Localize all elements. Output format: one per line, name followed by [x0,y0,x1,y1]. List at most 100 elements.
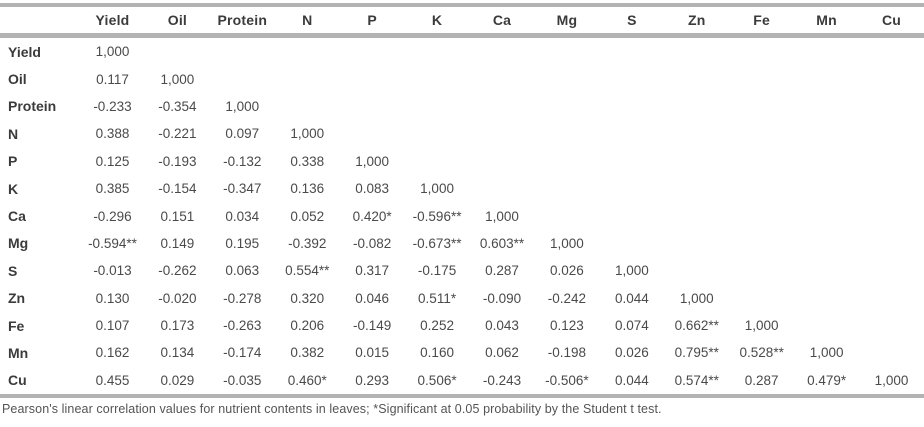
correlation-cell [859,285,924,312]
row-label-mg: Mg [8,235,29,252]
column-header-zn: Zn [664,3,730,38]
correlation-cell: 1,000 [679,290,714,306]
correlation-cell: 0.528** [739,345,784,361]
correlation-cell: -0.233 [93,98,132,114]
correlation-cell [599,65,664,92]
correlation-cell: 0.173 [160,318,195,334]
correlation-cell [729,175,794,202]
correlation-cell: 0.026 [614,345,649,361]
row-label-yield: Yield [8,43,41,60]
correlation-cell [664,93,729,120]
correlation-cell: 0.479* [794,366,860,399]
correlation-cell: -0.154 [158,181,197,197]
row-label-ca: Ca [8,208,26,225]
correlation-cell [794,312,859,339]
correlation-cell [664,120,729,147]
correlation-cell [275,93,340,120]
correlation-cell [664,230,729,257]
correlation-cell [405,93,470,120]
row-label-n: N [8,125,19,142]
correlation-cell [794,285,859,312]
correlation-cell: 0.195 [225,235,260,251]
correlation-cell [729,65,794,92]
correlation-cell: -0.198 [547,345,587,361]
correlation-cell [729,148,794,175]
correlation-cell [859,120,924,147]
correlation-cell: 0.130 [95,290,130,306]
correlation-cell: 0.117 [96,71,129,87]
table-row: Fe 0.107 0.173 -0.263 0.206 -0.149 0.252 0.043 0… [0,312,924,339]
correlation-cell: 0.063 [225,263,260,279]
correlation-cell: -0.193 [158,153,197,169]
correlation-cell [340,120,405,147]
correlation-cell [599,175,664,202]
correlation-cell [664,257,729,284]
correlation-cell [729,93,794,120]
correlation-cell: -0.673** [412,235,462,251]
correlation-cell [664,36,729,66]
correlation-cell [599,230,664,257]
correlation-cell: -0.035 [209,366,275,399]
correlation-cell: 1,000 [355,153,390,169]
correlation-cell: 0.574** [664,366,730,399]
correlation-cell: 0.043 [485,318,519,334]
correlation-cell [145,36,210,66]
row-label-fe: Fe [8,317,25,334]
correlation-cell: 0.382 [290,345,325,361]
correlation-cell [470,36,535,66]
table-row: P 0.125 -0.193 -0.132 0.338 1,000 [0,148,924,175]
correlation-cell [599,36,664,66]
correlation-cell: -0.013 [93,263,132,279]
correlation-cell [534,93,599,120]
correlation-cell: 0.044 [614,290,649,306]
correlation-cell [794,257,859,284]
correlation-cell: 0.151 [160,208,195,224]
row-label-s: S [8,262,18,279]
column-header-mg: Mg [534,3,600,38]
correlation-cell [729,230,794,257]
correlation-cell: 0.338 [290,153,325,169]
correlation-cell: 0.136 [290,181,325,197]
correlation-cell: 1,000 [744,318,779,334]
correlation-cell: -0.506* [534,366,600,399]
column-header-yield: Yield [80,3,145,38]
correlation-cell: 0.015 [355,345,390,361]
correlation-cell [210,65,275,92]
correlation-cell [534,36,599,66]
correlation-cell [275,65,340,92]
correlation-cell: 0.317 [355,263,390,279]
correlation-cell [794,175,859,202]
correlation-cell: -0.020 [158,290,197,306]
correlation-cell [794,93,859,120]
row-label-mn: Mn [8,344,29,361]
row-label-oil: Oil [8,71,27,88]
column-header-cu: Cu [859,3,924,38]
column-header-protein: Protein [209,3,275,38]
correlation-cell: 1,000 [859,366,924,399]
correlation-cell [664,202,729,229]
correlation-cell: 1,000 [550,235,584,251]
row-label-zn: Zn [8,290,26,307]
column-header-fe: Fe [729,3,795,38]
correlation-cell: 0.074 [614,318,649,334]
correlation-table: Yield Oil Protein N P K Ca Mg S Zn Fe Mn Cu Yield 1,0… [0,3,924,399]
correlation-cell [664,148,729,175]
correlation-cell [729,36,794,66]
correlation-cell [859,65,924,92]
correlation-cell: -0.243 [469,366,535,399]
correlation-cell [340,93,405,120]
correlation-cell [794,65,859,92]
correlation-cell: 0.385 [95,181,130,197]
correlation-cell [405,65,470,92]
table-row: N 0.388 -0.221 0.097 1,000 [0,120,924,147]
correlation-cell [405,148,470,175]
correlation-cell: 1,000 [485,208,519,224]
correlation-cell: -0.221 [158,126,197,142]
correlation-cell [599,120,664,147]
header-row: Yield Oil Protein N P K Ca Mg S Zn Fe Mn Cu [0,3,924,38]
correlation-cell: 0.026 [550,263,584,279]
correlation-cell [859,93,924,120]
correlation-cell: -0.596** [412,208,462,224]
correlation-cell [729,120,794,147]
row-label-k: K [8,180,19,197]
